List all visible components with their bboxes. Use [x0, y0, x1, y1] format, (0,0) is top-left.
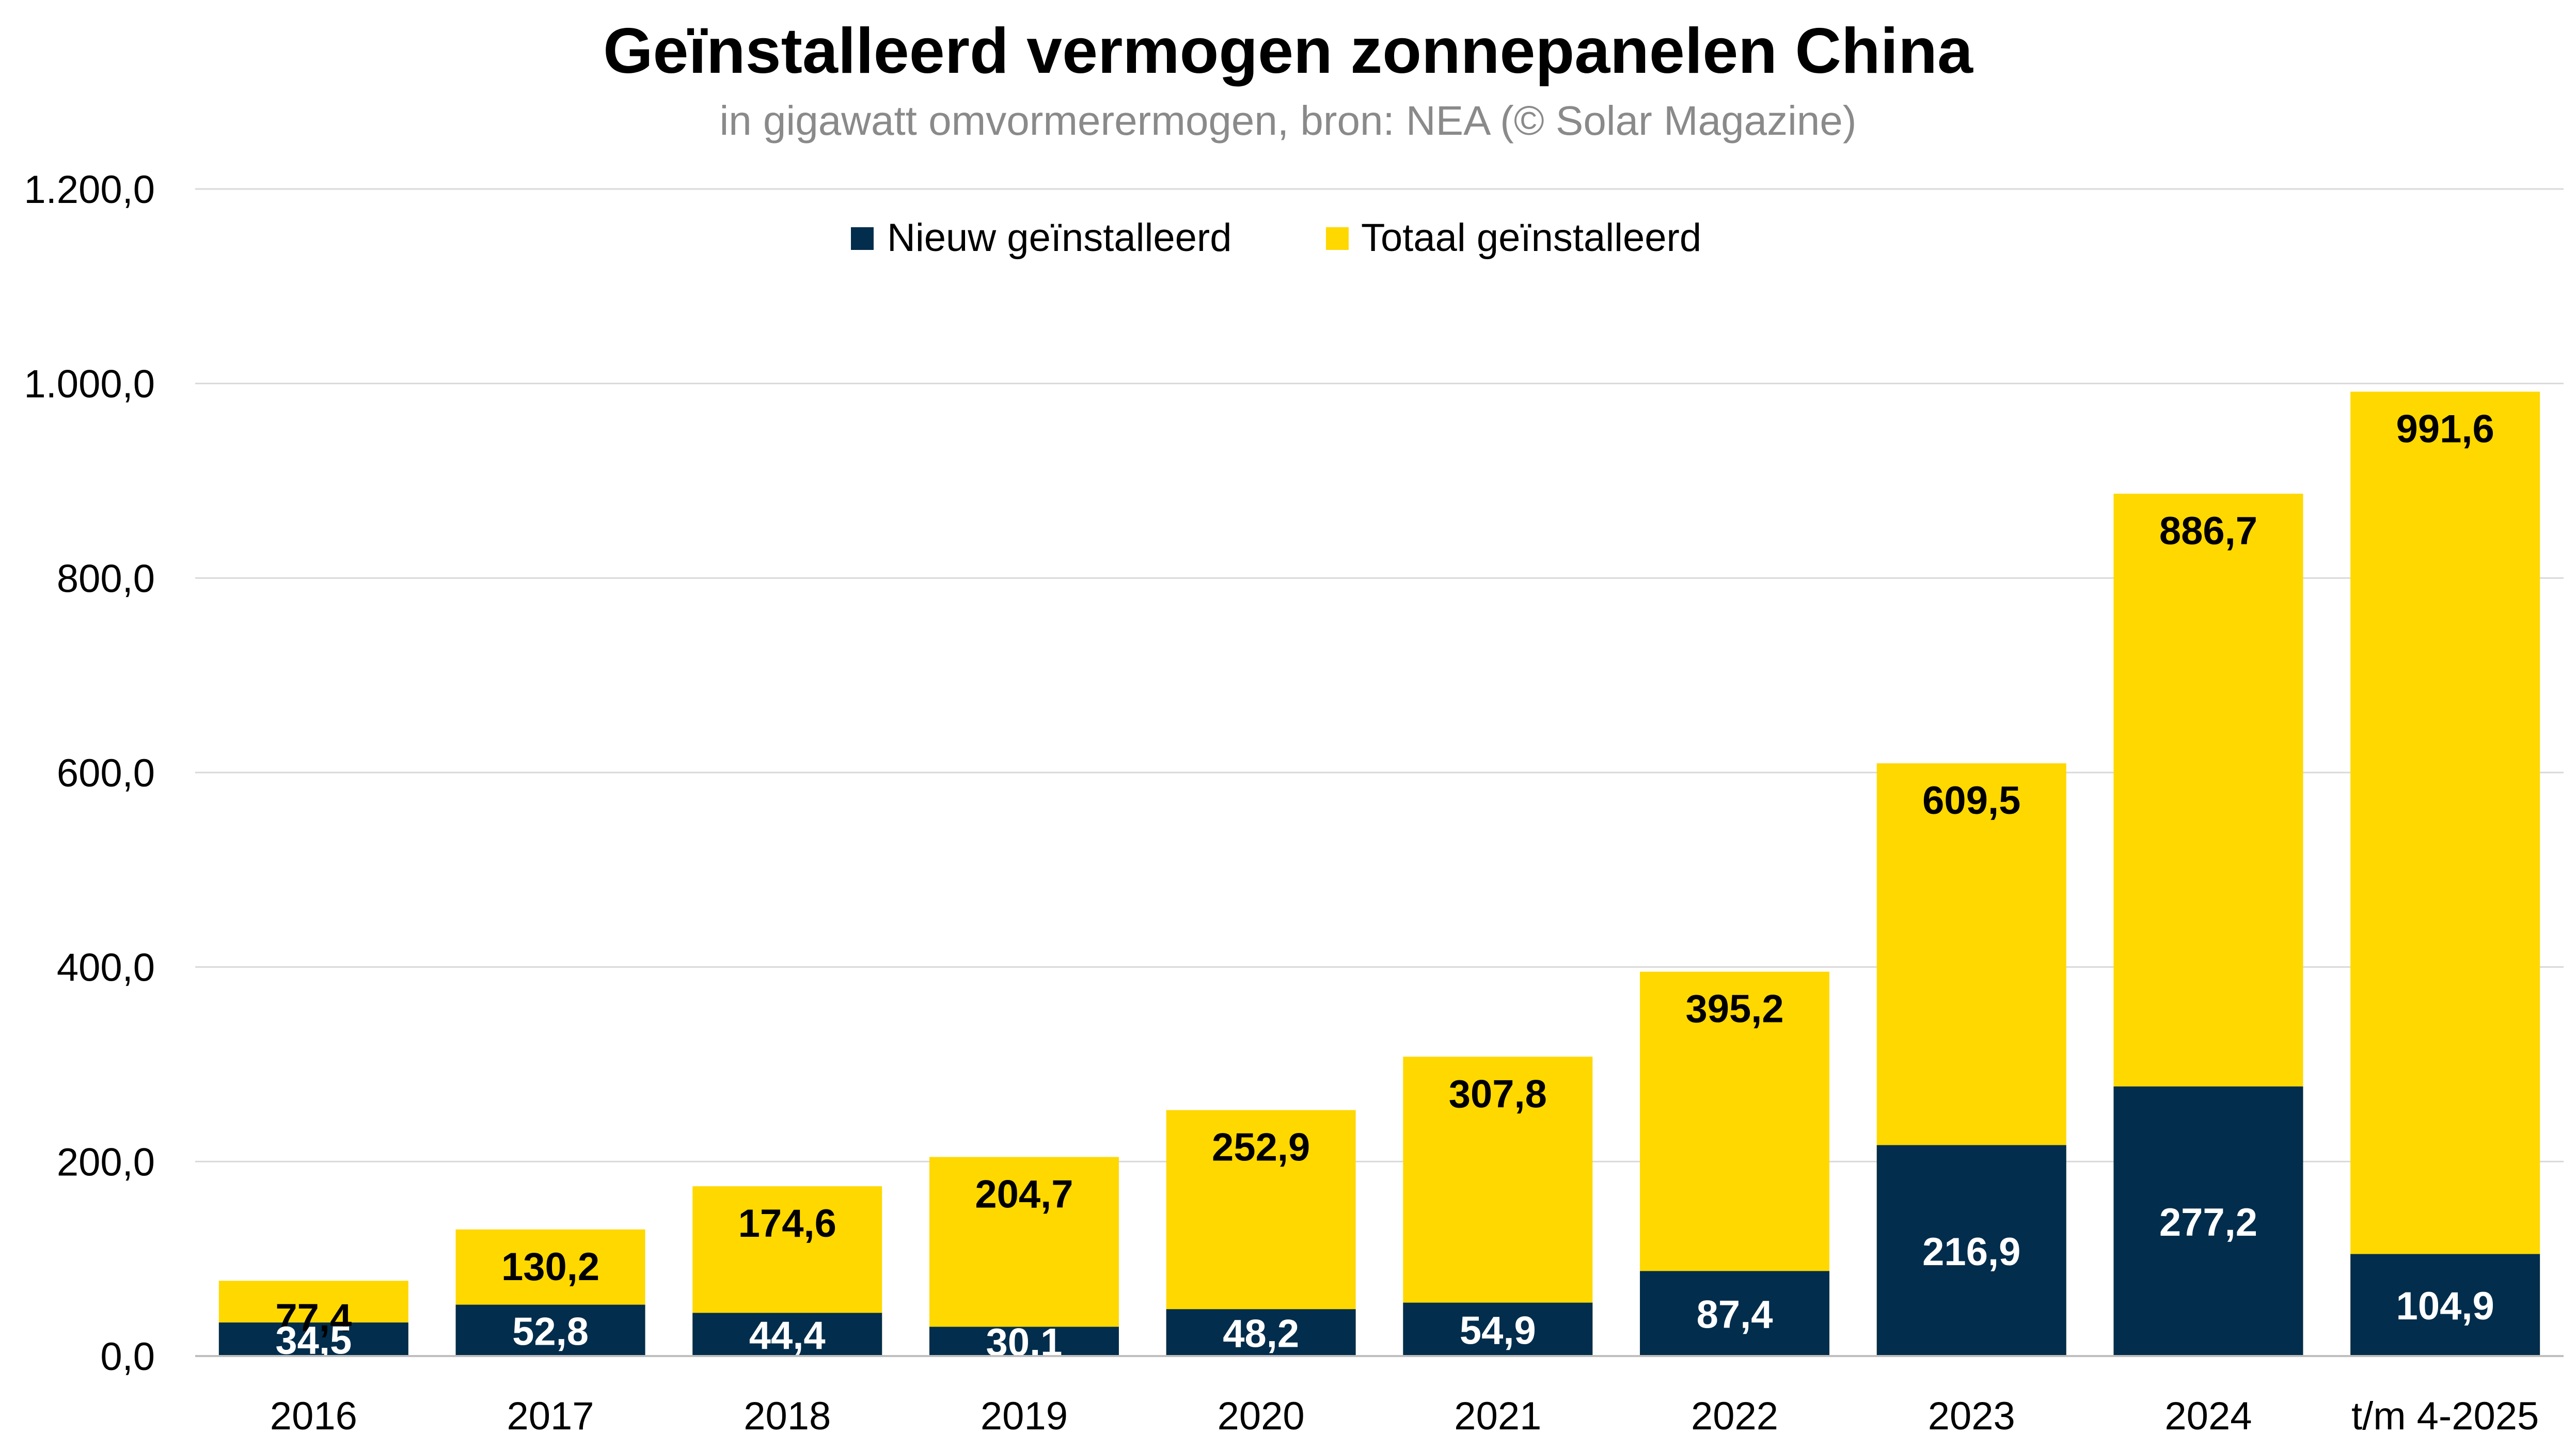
data-label-totaal: 886,7	[2159, 509, 2257, 553]
data-label-nieuw: 30,1	[986, 1321, 1062, 1365]
y-tick-label: 0,0	[100, 1335, 155, 1379]
bars	[218, 391, 2540, 1356]
data-label-totaal: 991,6	[2396, 407, 2494, 451]
data-label-nieuw: 44,4	[749, 1314, 826, 1358]
data-label-totaal: 174,6	[738, 1202, 836, 1246]
bar-nieuw-2021	[1403, 1302, 1593, 1356]
legend-label: Nieuw geïnstalleerd	[887, 216, 1232, 260]
x-tick-label: 2021	[1454, 1394, 1541, 1438]
data-label-totaal: 77,4	[275, 1296, 352, 1340]
bar-nieuw-tm42025	[2350, 1254, 2540, 1356]
data-label-nieuw: 104,9	[2396, 1284, 2494, 1328]
data-label-nieuw: 52,8	[512, 1310, 589, 1353]
bar-totaal-tm42025	[2350, 391, 2540, 1356]
bar-nieuw-2019	[929, 1327, 1119, 1356]
legend: Nieuw geïnstalleerd Totaal geïnstalleerd	[851, 216, 1701, 260]
data-label-totaal: 130,2	[501, 1245, 599, 1289]
y-tick-label: 400,0	[57, 946, 155, 990]
x-tick-label: 2024	[2164, 1394, 2252, 1438]
bar-nieuw-2016	[218, 1322, 408, 1356]
bar-nieuw-2017	[455, 1304, 645, 1356]
x-tick-label: 2017	[507, 1394, 594, 1438]
y-tick-label: 200,0	[57, 1140, 155, 1184]
legend-swatch	[1326, 227, 1349, 250]
x-tick-label: 2019	[981, 1394, 1068, 1438]
axes: 0,0 200,0 400,0 600,0 800,0 1.000,0 1.200,0 201…	[24, 168, 2564, 1438]
x-tick-label: 2020	[1218, 1394, 1305, 1438]
data-label-nieuw: 87,4	[1697, 1293, 1773, 1337]
chart-subtitle: in gigawatt omvormerermogen, bron: NEA (…	[719, 98, 1857, 144]
data-label-totaal: 204,7	[975, 1172, 1073, 1216]
bar-nieuw-2020	[1166, 1309, 1356, 1356]
data-labels: 77,434,5130,252,8174,644,4204,730,1252,9…	[275, 407, 2494, 1364]
chart-title: Geïnstalleerd vermogen zonnepanelen Chin…	[603, 15, 1973, 87]
bar-nieuw-2022	[1640, 1271, 1830, 1356]
y-tick-label: 1.000,0	[24, 363, 155, 406]
x-tick-label: 2023	[1928, 1394, 2015, 1438]
bar-nieuw-2024	[2113, 1086, 2303, 1356]
data-label-totaal: 252,9	[1212, 1126, 1310, 1170]
data-label-nieuw: 216,9	[1922, 1230, 2020, 1274]
data-label-totaal: 609,5	[1922, 779, 2020, 823]
legend-label: Totaal geïnstalleerd	[1361, 216, 1701, 260]
data-label-nieuw: 48,2	[1223, 1312, 1299, 1356]
bar-nieuw-2018	[692, 1313, 882, 1356]
data-label-totaal: 307,8	[1449, 1072, 1547, 1116]
y-tick-label: 600,0	[57, 751, 155, 795]
legend-swatch	[851, 227, 874, 250]
x-tick-label: t/m 4-2025	[2351, 1394, 2539, 1438]
x-tick-label: 2022	[1691, 1394, 1778, 1438]
y-tick-label: 800,0	[57, 557, 155, 601]
bar-totaal-2019	[929, 1157, 1119, 1356]
x-tick-label: 2016	[270, 1394, 357, 1438]
x-tick-label: 2018	[744, 1394, 831, 1438]
data-label-nieuw: 277,2	[2159, 1201, 2257, 1245]
data-label-totaal: 395,2	[1685, 987, 1783, 1031]
y-tick-label: 1.200,0	[24, 168, 155, 212]
data-label-nieuw: 54,9	[1460, 1309, 1536, 1352]
bar-nieuw-2023	[1876, 1145, 2066, 1356]
